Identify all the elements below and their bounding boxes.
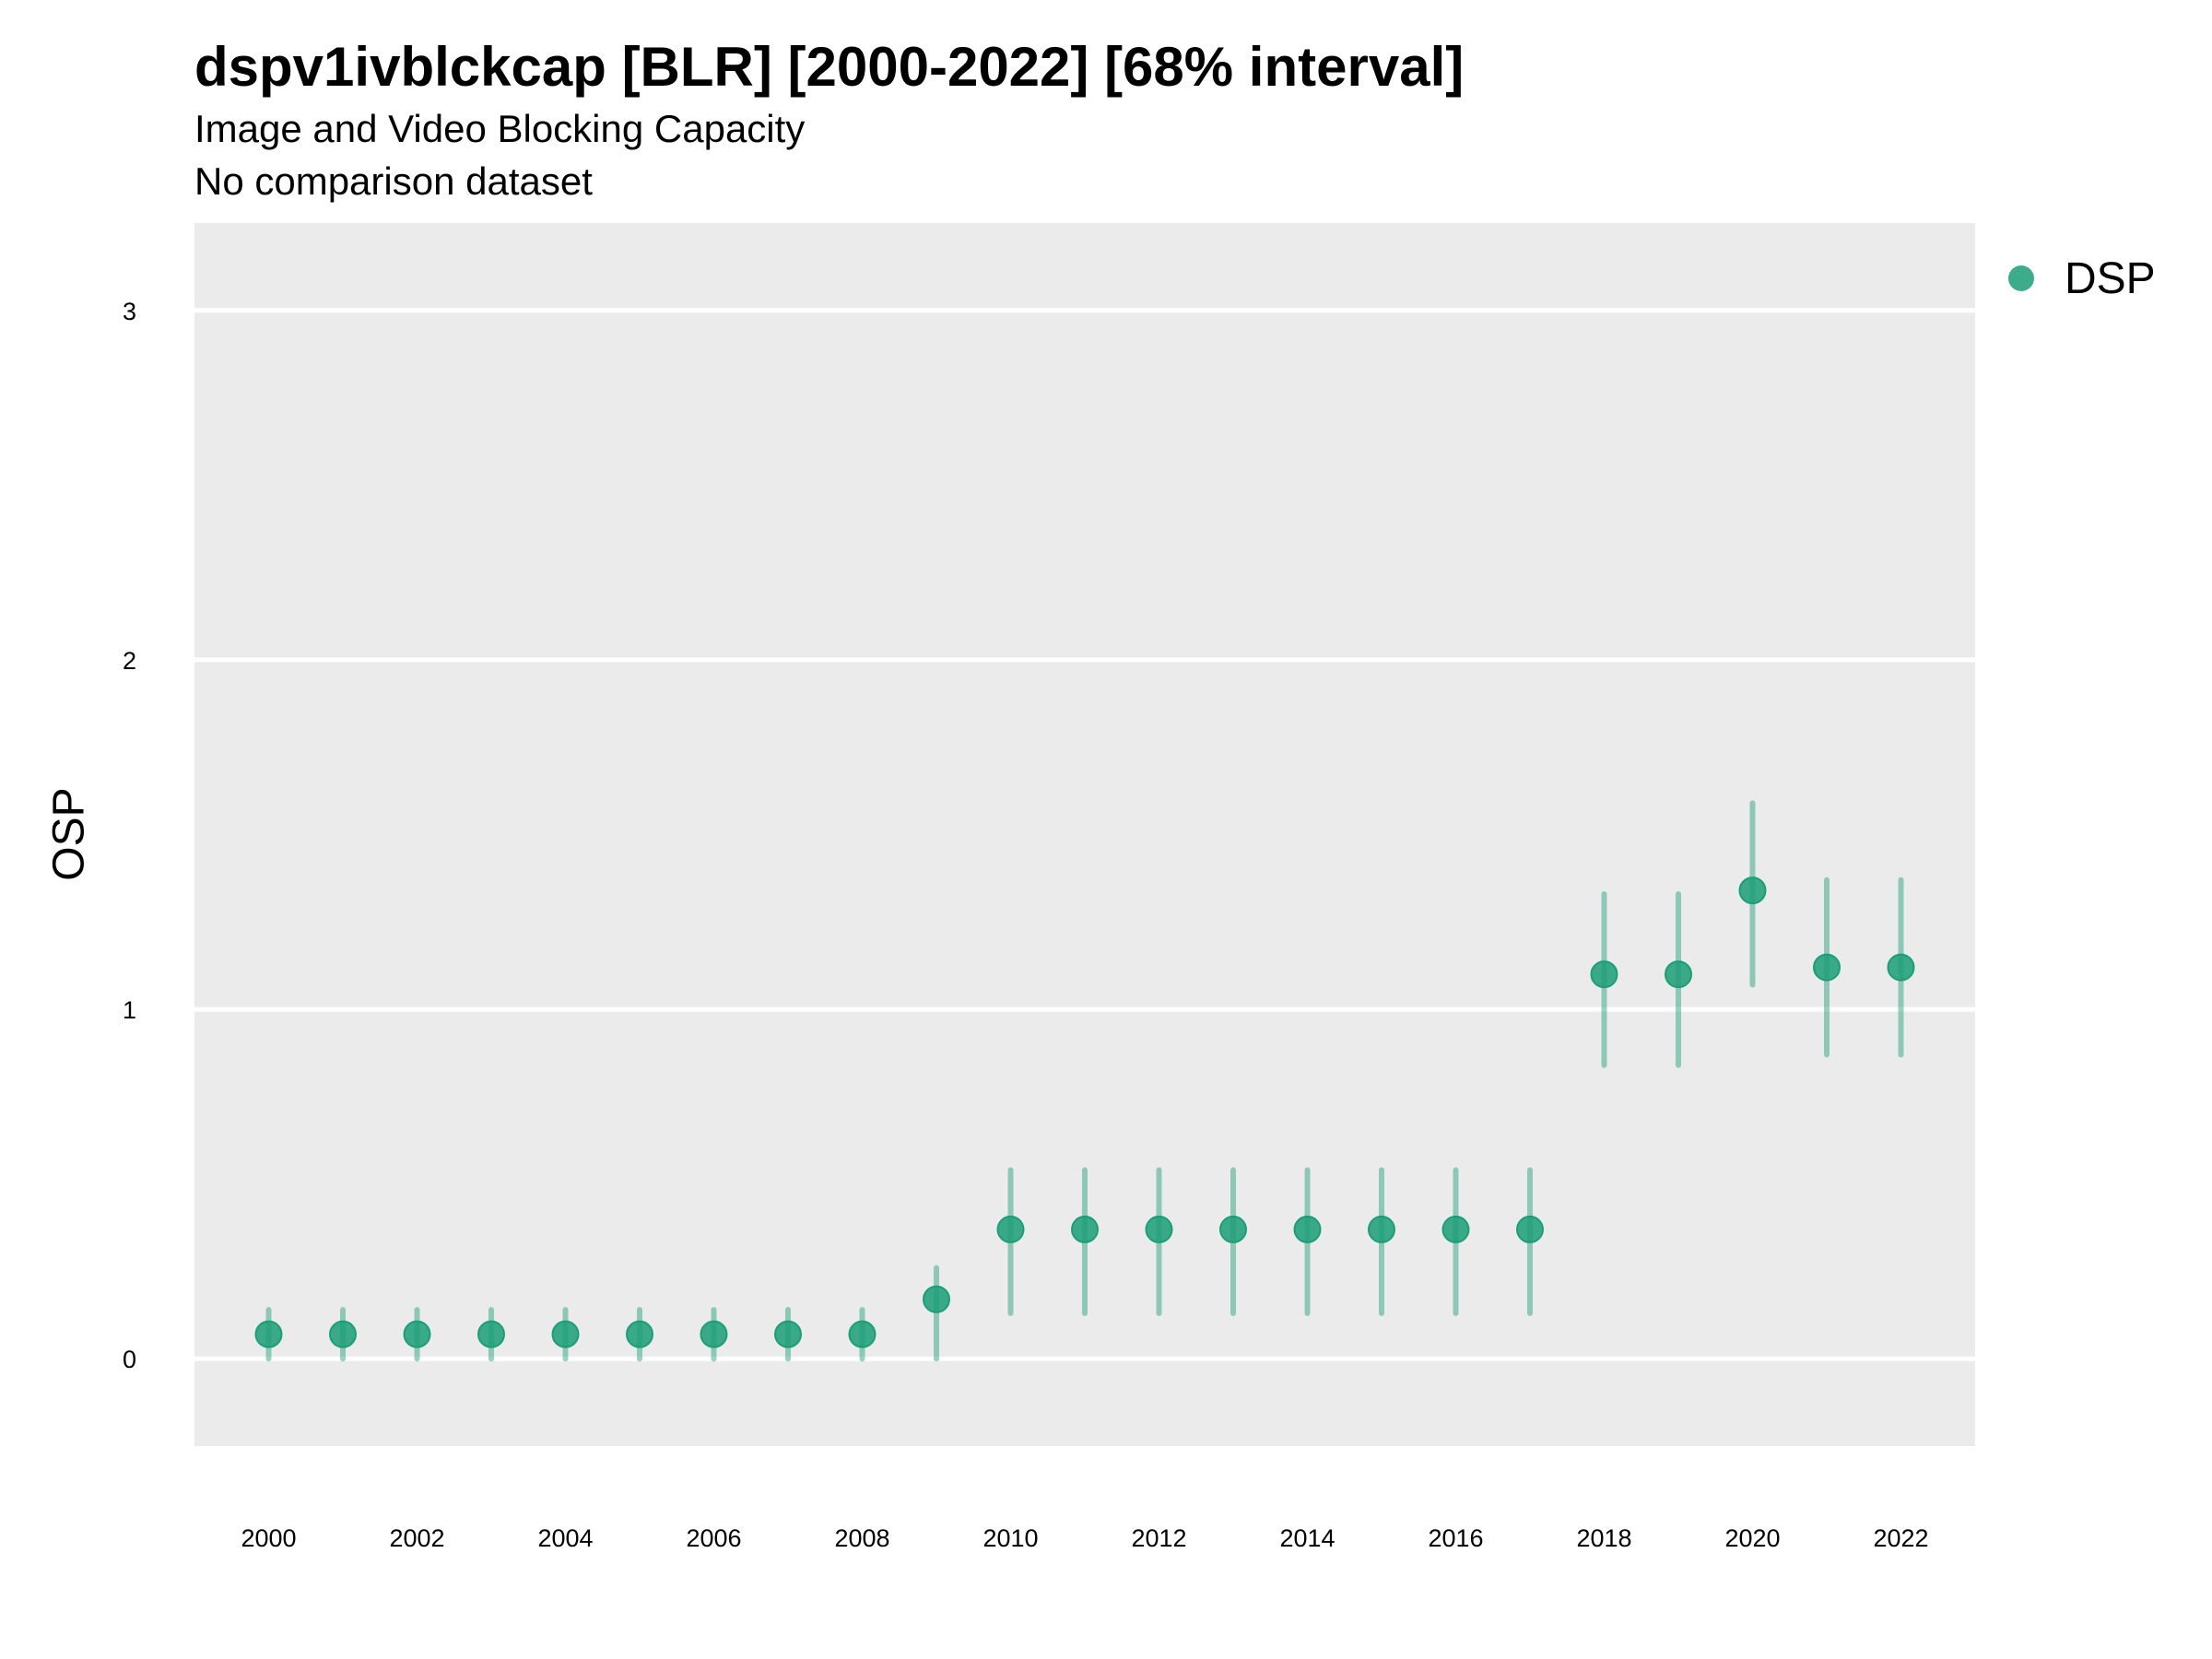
x-tick-label: 2020 bbox=[1724, 1524, 1780, 1552]
data-point bbox=[1590, 960, 1618, 989]
data-point bbox=[1665, 960, 1692, 989]
legend: DSP bbox=[2008, 254, 2156, 303]
x-tick-label: 2022 bbox=[1873, 1524, 1928, 1552]
gridlines bbox=[194, 308, 1975, 1361]
x-tick-label: 2000 bbox=[241, 1524, 296, 1552]
data-point bbox=[1368, 1215, 1395, 1243]
y-tick-label: 0 bbox=[123, 1346, 136, 1373]
data-point bbox=[1738, 877, 1767, 905]
data-point bbox=[1293, 1215, 1322, 1243]
x-tick-label: 2006 bbox=[686, 1524, 741, 1552]
chart-title: dspv1ivblckcap [BLR] [2000-2022] [68% in… bbox=[194, 36, 1465, 98]
data-point bbox=[996, 1215, 1025, 1243]
data-point bbox=[1887, 953, 1915, 982]
data-point bbox=[848, 1320, 877, 1348]
x-tick-label: 2010 bbox=[982, 1524, 1038, 1552]
y-tick-label: 3 bbox=[123, 298, 136, 325]
legend-label-dsp: DSP bbox=[2065, 254, 2156, 303]
data-point bbox=[774, 1320, 802, 1348]
data-point bbox=[403, 1320, 431, 1348]
data-point bbox=[1071, 1215, 1099, 1243]
x-tick-label: 2018 bbox=[1576, 1524, 1631, 1552]
y-axis-label: OSP bbox=[45, 787, 94, 880]
data-point bbox=[254, 1320, 283, 1348]
data-point bbox=[1516, 1215, 1544, 1243]
data-point bbox=[1145, 1215, 1173, 1243]
chart-subtitle: Image and Video Blocking Capacity bbox=[194, 107, 806, 150]
x-axis-ticks: 2000 2002 2004 2006 2008 2010 2012 2014 2016 2018… bbox=[241, 1524, 1928, 1552]
data-point bbox=[923, 1285, 950, 1313]
data-point bbox=[1219, 1215, 1247, 1243]
x-tick-label: 2008 bbox=[834, 1524, 889, 1552]
x-tick-label: 2002 bbox=[389, 1524, 444, 1552]
x-tick-label: 2016 bbox=[1428, 1524, 1483, 1552]
x-tick-label: 2004 bbox=[537, 1524, 593, 1552]
chart-caption: No comparison dataset bbox=[194, 159, 593, 203]
y-tick-label: 1 bbox=[123, 996, 136, 1024]
x-tick-label: 2012 bbox=[1131, 1524, 1186, 1552]
data-points bbox=[254, 877, 1915, 1348]
data-point bbox=[1813, 953, 1841, 982]
data-point bbox=[477, 1320, 505, 1348]
data-point bbox=[626, 1320, 653, 1348]
legend-key-dsp bbox=[2008, 265, 2034, 291]
data-point bbox=[1441, 1215, 1470, 1243]
data-point bbox=[700, 1320, 728, 1348]
y-tick-label: 2 bbox=[123, 647, 136, 675]
data-point bbox=[329, 1320, 357, 1348]
y-axis-ticks: 0 1 2 3 bbox=[123, 298, 136, 1373]
x-tick-label: 2014 bbox=[1279, 1524, 1335, 1552]
data-point bbox=[551, 1320, 580, 1348]
